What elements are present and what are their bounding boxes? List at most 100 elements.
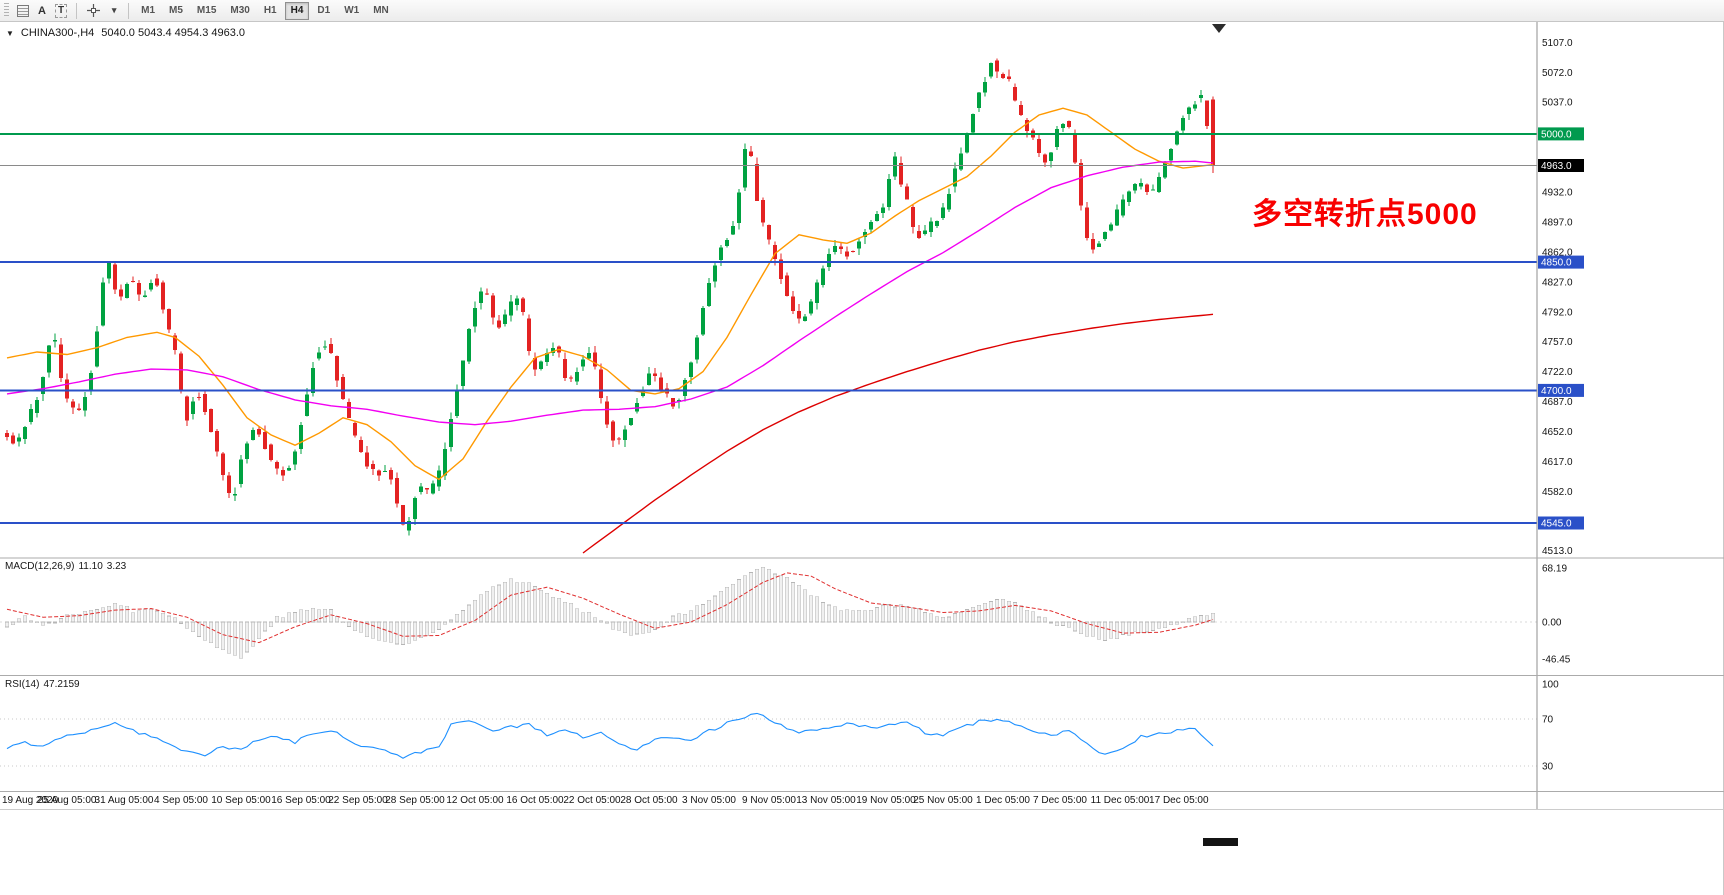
candle-body	[988, 62, 994, 77]
candle-body	[484, 293, 490, 295]
candle-body	[58, 344, 64, 378]
timeframe-button-m1[interactable]: M1	[135, 2, 161, 20]
chart-annotation-text[interactable]: 多空转折点5000	[1252, 198, 1478, 231]
candle-body	[406, 521, 412, 531]
candle-body	[754, 164, 760, 201]
candle-body	[784, 275, 790, 296]
candle-body	[1126, 191, 1132, 203]
toolbar-separator	[76, 2, 78, 19]
crosshair-tool-button[interactable]	[82, 2, 105, 20]
timeframe-button-d1[interactable]: D1	[311, 2, 336, 20]
rsi-indicator-label: RSI(14) 47.2159	[5, 679, 84, 690]
candle-body	[730, 225, 736, 235]
candle-body	[472, 308, 478, 327]
price-axis[interactable]: 5000.0 4963.0 4850.0 4700.0 4545.0 5107.0 5072…	[1538, 38, 1584, 773]
candle-body	[136, 283, 142, 295]
chart-frame	[0, 22, 1724, 810]
candle-body	[124, 283, 130, 298]
candle-body	[574, 371, 580, 382]
candle-body	[1204, 100, 1210, 126]
candle-body	[1060, 124, 1066, 129]
candle-body	[994, 60, 1000, 72]
candle-body	[34, 400, 40, 414]
candle-body	[478, 291, 484, 303]
candle-body	[238, 459, 244, 485]
candle-body	[772, 245, 778, 259]
rsi-axis-label: 100	[1542, 679, 1559, 690]
price-tag-4545.0	[1538, 516, 1584, 530]
line-tools-dropdown-button[interactable]: ▾	[105, 2, 123, 20]
candle-body	[832, 246, 838, 252]
candle-body	[1150, 189, 1156, 191]
candle-body	[646, 373, 652, 385]
rsi-line	[6, 712, 1214, 759]
candle-body	[856, 241, 862, 249]
chart-title[interactable]: ▼ CHINA300-,H4 5040.0 5043.4 4954.3 4963…	[6, 27, 245, 39]
candle-body	[1198, 95, 1204, 99]
timeframe-button-m5[interactable]: M5	[163, 2, 189, 20]
candle-body	[760, 200, 766, 223]
candle-body	[400, 505, 406, 525]
candle-body	[862, 232, 868, 238]
timeframe-toolbar: M1 M5 M15 M30 H1 H4 D1 W1 MN	[134, 1, 396, 20]
candle-series	[4, 58, 1216, 536]
ohlc-expander-icon[interactable]: ▼	[6, 28, 14, 38]
candle-body	[1024, 119, 1030, 131]
horizontal-scrollbar-thumb[interactable]	[1203, 838, 1238, 846]
chart-shift-marker[interactable]	[1212, 24, 1226, 33]
candle-body	[724, 240, 730, 247]
price-tick-label: 4792.0	[1542, 307, 1573, 318]
candle-body	[748, 151, 754, 157]
time-tick-label: 28 Oct 05:00	[620, 795, 678, 806]
candle-body	[418, 486, 424, 492]
candle-body	[520, 298, 526, 312]
time-tick-label: 10 Sep 05:00	[211, 795, 271, 806]
macd-pane[interactable]	[0, 566, 1537, 659]
candle-body	[892, 156, 898, 177]
candle-body	[274, 462, 280, 469]
price-tick-label: 5107.0	[1542, 38, 1573, 49]
time-tick-label: 25 Aug 05:00	[38, 795, 97, 806]
macd-histogram	[4, 566, 1216, 659]
candle-body	[838, 246, 844, 249]
timeframe-button-m15[interactable]: M15	[191, 2, 222, 20]
price-tag-4700.0	[1538, 383, 1584, 397]
time-tick-label: 1 Dec 05:00	[976, 795, 1030, 806]
timeframe-button-h4[interactable]: H4	[284, 1, 310, 20]
price-tag-label: 4963.0	[1541, 161, 1572, 172]
candle-body	[178, 353, 184, 390]
candle-body	[790, 296, 796, 311]
timeframe-button-w1[interactable]: W1	[338, 2, 365, 20]
candle-body	[1180, 118, 1186, 131]
chart-objects-list-button[interactable]	[13, 2, 33, 20]
text-label-tool-button[interactable]: A	[33, 2, 51, 20]
timeframe-button-h1[interactable]: H1	[258, 2, 283, 20]
candle-body	[358, 439, 364, 453]
candle-body	[1132, 183, 1138, 191]
toolbar-grip-handle[interactable]	[4, 3, 9, 18]
candle-body	[52, 339, 58, 342]
candle-body	[886, 178, 892, 207]
candle-body	[256, 428, 262, 435]
candle-body	[1120, 199, 1126, 216]
ma-mid-magenta	[6, 160, 1214, 426]
time-tick-label: 9 Nov 05:00	[742, 795, 796, 806]
candle-body	[634, 403, 640, 412]
rsi-pane[interactable]	[0, 712, 1537, 767]
candle-body	[1078, 162, 1084, 206]
time-tick-label: 17 Dec 05:00	[1149, 795, 1209, 806]
text-box-tool-button[interactable]: T	[51, 2, 71, 20]
candle-body	[166, 309, 172, 330]
candle-body	[976, 92, 982, 108]
candle-body	[694, 337, 700, 360]
candle-body	[280, 469, 286, 476]
candle-body	[94, 331, 100, 367]
candle-body	[370, 463, 376, 469]
candle-body	[190, 401, 196, 414]
candle-body	[1192, 104, 1198, 109]
timeframe-button-m30[interactable]: M30	[224, 2, 255, 20]
timeframe-button-mn[interactable]: MN	[367, 2, 395, 20]
price-pane[interactable]	[0, 58, 1537, 554]
